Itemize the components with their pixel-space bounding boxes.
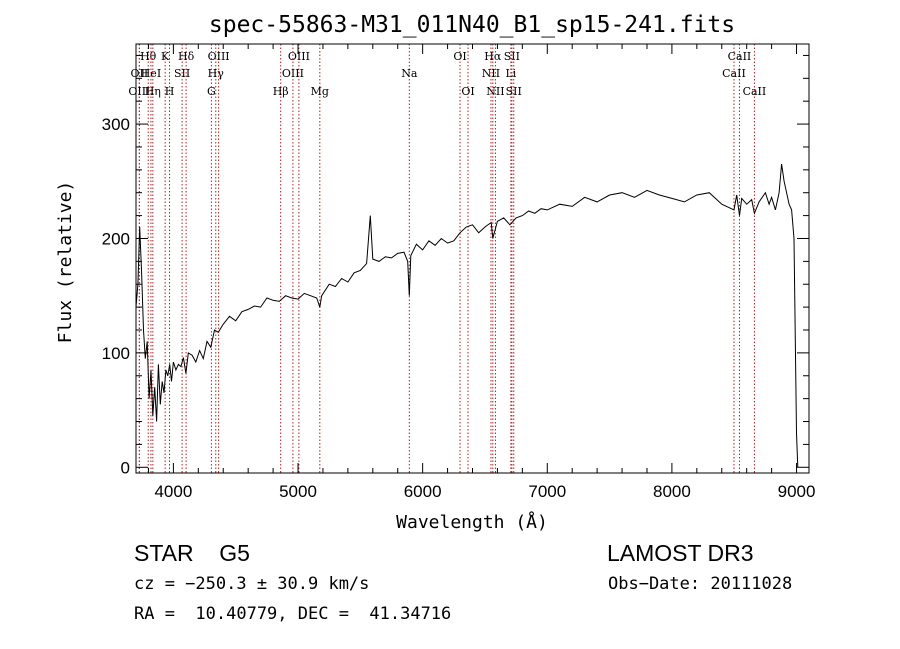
line-label-22: SII <box>504 50 520 63</box>
line-label-24: SII <box>506 85 522 98</box>
line-label-10: Hγ <box>208 67 225 80</box>
line-label-6: SII <box>174 67 190 80</box>
line-label-27: CaII <box>743 85 767 98</box>
line-label-12: Hβ <box>273 85 289 98</box>
line-label-11: G <box>207 85 216 98</box>
line-label-20: NII <box>482 67 500 80</box>
x-tick-label-4: 8000 <box>653 482 691 501</box>
x-tick-label-2: 6000 <box>404 482 442 501</box>
line-label-9: OIII <box>208 50 230 63</box>
obs-date-label: Obs−Date: 20111028 <box>608 574 793 594</box>
line-label-15: Mg <box>311 85 329 98</box>
line-label-16: Na <box>401 67 418 80</box>
line-label-13: OIII <box>288 50 310 63</box>
x-tick-label-3: 7000 <box>528 482 566 501</box>
y-tick-label-3: 300 <box>102 115 130 134</box>
line-label-23: Li <box>505 67 516 80</box>
line-label-18: OI <box>461 85 474 98</box>
line-label-7: H <box>165 85 175 98</box>
redshift-label: cz = −250.3 ± 30.9 km/s <box>134 574 370 594</box>
line-label-5: K <box>161 50 170 63</box>
chart-title: spec-55863-M31_011N40_B1_sp15-241.fits <box>209 12 735 38</box>
x-axis-label: Wavelength (Å) <box>396 511 548 533</box>
line-label-25: CaII <box>728 50 752 63</box>
plot-frame <box>135 43 810 474</box>
coordinates-label: RA = 10.40779, DEC = 41.34716 <box>134 604 452 624</box>
x-tick-label-0: 4000 <box>154 482 192 501</box>
line-label-19: Hα <box>484 50 502 63</box>
line-label-3: HeI <box>141 67 161 80</box>
x-tick-label-1: 5000 <box>279 482 317 501</box>
axis-ticks: 4000 5000 6000 7000 8000 9000 0 100 200 300 <box>102 44 816 501</box>
spectrum-series-line <box>135 164 799 468</box>
line-label-14: OIII <box>282 67 304 80</box>
classification-label: STAR G5 <box>134 540 250 566</box>
line-label-21: NII <box>486 85 504 98</box>
line-label-2: Hθ <box>140 50 157 63</box>
y-axis-label: Flux (relative) <box>55 181 76 344</box>
survey-label: LAMOST DR3 <box>607 540 754 566</box>
line-label-17: OI <box>453 50 466 63</box>
line-label-26: CaII <box>722 67 746 80</box>
y-tick-label-2: 200 <box>102 229 130 248</box>
line-label-8: Hδ <box>178 50 195 63</box>
y-tick-label-1: 100 <box>102 344 130 363</box>
y-tick-label-0: 0 <box>121 458 130 477</box>
x-tick-label-5: 9000 <box>778 482 816 501</box>
line-label-1: OIII <box>128 85 150 98</box>
line-label-4: Hη <box>145 85 161 98</box>
